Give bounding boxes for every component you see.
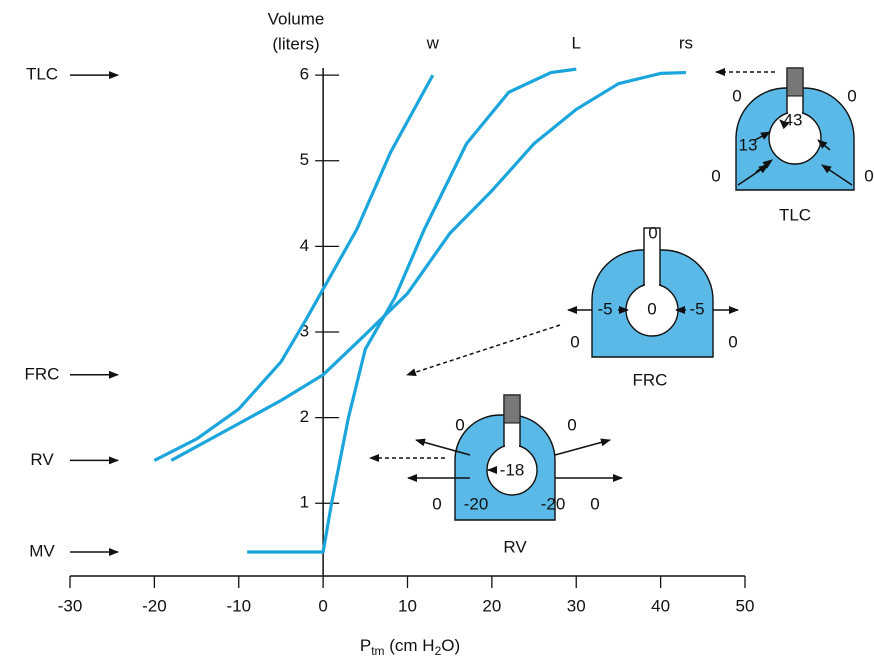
y-tick-label: 3 <box>300 321 309 340</box>
pressure-label: -20 <box>464 494 489 513</box>
series-line <box>247 67 577 554</box>
pressure-label: 0 <box>847 86 856 105</box>
series-label: L <box>572 33 581 52</box>
volume-marker-label: RV <box>30 450 54 469</box>
airway-gap <box>645 281 659 289</box>
y-tick-label: 4 <box>300 236 309 255</box>
airway-plug <box>786 67 804 97</box>
pressure-label: -20 <box>541 494 566 513</box>
x-label-part: (cm H <box>385 636 435 655</box>
y-tick-label: 5 <box>300 150 309 169</box>
pressure-label: 0 <box>728 332 737 351</box>
x-label-sub: 2 <box>435 644 442 658</box>
pressure-label: -5 <box>597 299 612 318</box>
pressure-label: 0 <box>570 332 579 351</box>
pressure-arrow <box>779 119 790 130</box>
x-tick-label: 40 <box>651 596 670 615</box>
dotted-arrow <box>406 324 561 377</box>
pressure-label: 0 <box>647 299 656 318</box>
y-axis-label: Volume <box>268 9 325 28</box>
pressure-arrow <box>554 438 611 456</box>
y-tick-label: 2 <box>300 407 309 426</box>
diagram-label: TLC <box>779 205 811 224</box>
pressure-label: 0 <box>648 223 657 242</box>
volume-marker-label: TLC <box>26 65 58 84</box>
diagram-label: FRC <box>633 370 668 389</box>
pressure-arrow <box>821 164 853 186</box>
pressure-label: 0 <box>567 415 576 434</box>
pressure-label: 0 <box>864 166 873 185</box>
pressure-label: 0 <box>432 494 441 513</box>
series-line <box>170 70 686 462</box>
volume-marker-label: FRC <box>25 364 60 383</box>
pressure-label: 0 <box>732 86 741 105</box>
x-tick-label: -10 <box>226 596 251 615</box>
x-tick-label: 30 <box>567 596 586 615</box>
x-tick-label: 50 <box>736 596 755 615</box>
y-tick-label: 1 <box>300 493 309 512</box>
diagram-label: RV <box>503 537 527 556</box>
x-tick-label: 0 <box>318 596 327 615</box>
airway-plug <box>503 394 521 424</box>
pressure-label: 0 <box>711 166 720 185</box>
x-label-part: O) <box>441 636 460 655</box>
x-label-part: P <box>360 636 371 655</box>
pressure-arrow <box>754 131 771 141</box>
x-tick-label: 20 <box>482 596 501 615</box>
x-axis-label: Ptm (cm H2O) <box>360 636 460 658</box>
pressure-label: 13 <box>739 135 758 154</box>
pressure-label: 0 <box>590 494 599 513</box>
pressure-label: 43 <box>784 110 803 129</box>
pressure-arrow <box>755 159 773 173</box>
x-tick-label: -20 <box>142 596 167 615</box>
pressure-label: -5 <box>689 299 704 318</box>
airway-gap <box>505 442 519 450</box>
pressure-arrow <box>817 139 831 151</box>
pressure-arrow <box>415 438 471 456</box>
volume-marker-label: MV <box>29 542 55 561</box>
series-label: rs <box>679 33 693 52</box>
x-label-sub: tm <box>371 644 384 658</box>
x-tick-label: 10 <box>398 596 417 615</box>
series-label: w <box>426 33 440 52</box>
x-tick-label: -30 <box>58 596 83 615</box>
pressure-label: -18 <box>500 460 525 479</box>
airway-gap <box>788 109 802 117</box>
pressure-label: 0 <box>455 415 464 434</box>
y-tick-label: 6 <box>300 65 309 84</box>
y-axis-label: (liters) <box>272 34 319 53</box>
series-line <box>153 74 435 462</box>
